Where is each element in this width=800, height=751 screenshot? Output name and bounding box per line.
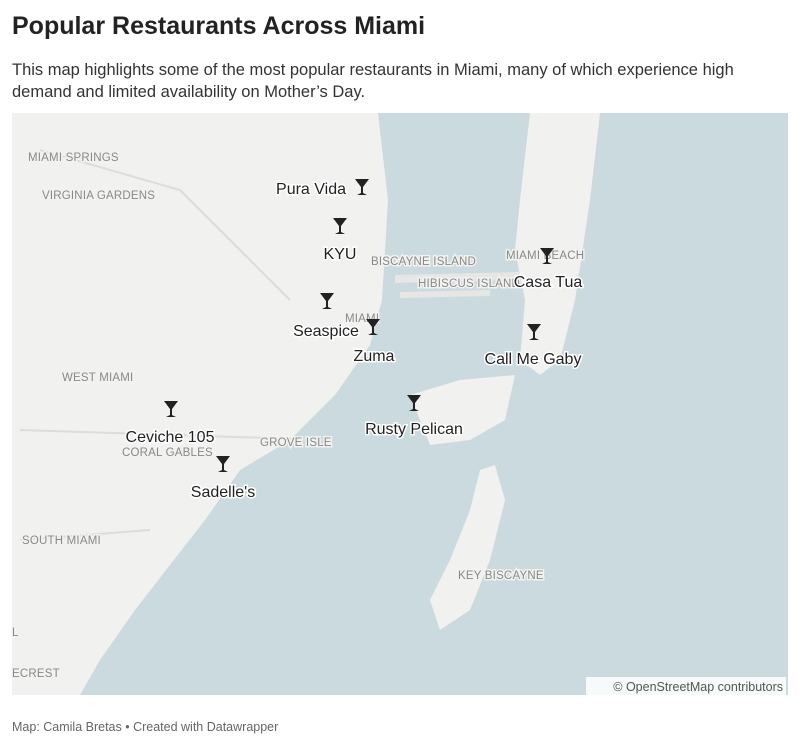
place-label: BISCAYNE ISLAND xyxy=(371,256,476,268)
place-label: MIAMI SPRINGS xyxy=(28,152,119,164)
place-label: L xyxy=(12,627,19,639)
place-label: SOUTH MIAMI xyxy=(22,535,101,547)
restaurant-label: Casa Tua xyxy=(514,274,583,291)
restaurant-label: Sadelle's xyxy=(191,484,255,501)
place-label: GROVE ISLE xyxy=(260,437,332,449)
restaurant-label: KYU xyxy=(324,246,357,263)
place-label: HIBISCUS ISLAND xyxy=(418,278,520,290)
place-label: CORAL GABLES xyxy=(122,447,213,459)
place-label: ECREST xyxy=(12,668,60,680)
restaurant-label: Seaspice xyxy=(293,323,359,340)
title: Popular Restaurants Across Miami xyxy=(12,12,426,40)
restaurant-label: Zuma xyxy=(354,348,395,365)
place-label: KEY BISCAYNE xyxy=(458,570,544,582)
restaurant-label: Call Me Gaby xyxy=(485,351,582,368)
attribution-bg xyxy=(586,677,786,695)
subtitle: This map highlights some of the most pop… xyxy=(12,61,734,101)
restaurant-label: Ceviche 105 xyxy=(126,429,215,446)
attribution: © OpenStreetMap contributors xyxy=(613,680,783,694)
place-label: VIRGINIA GARDENS xyxy=(42,190,155,202)
place-label: WEST MIAMI xyxy=(62,372,133,384)
restaurant-label: Rusty Pelican xyxy=(365,421,463,438)
map-base xyxy=(12,113,788,695)
place-label: MIAMI BEACH xyxy=(506,250,584,262)
restaurant-label: Pura Vida xyxy=(276,181,346,198)
footer: Map: Camila Bretas • Created with Datawr… xyxy=(12,720,279,734)
